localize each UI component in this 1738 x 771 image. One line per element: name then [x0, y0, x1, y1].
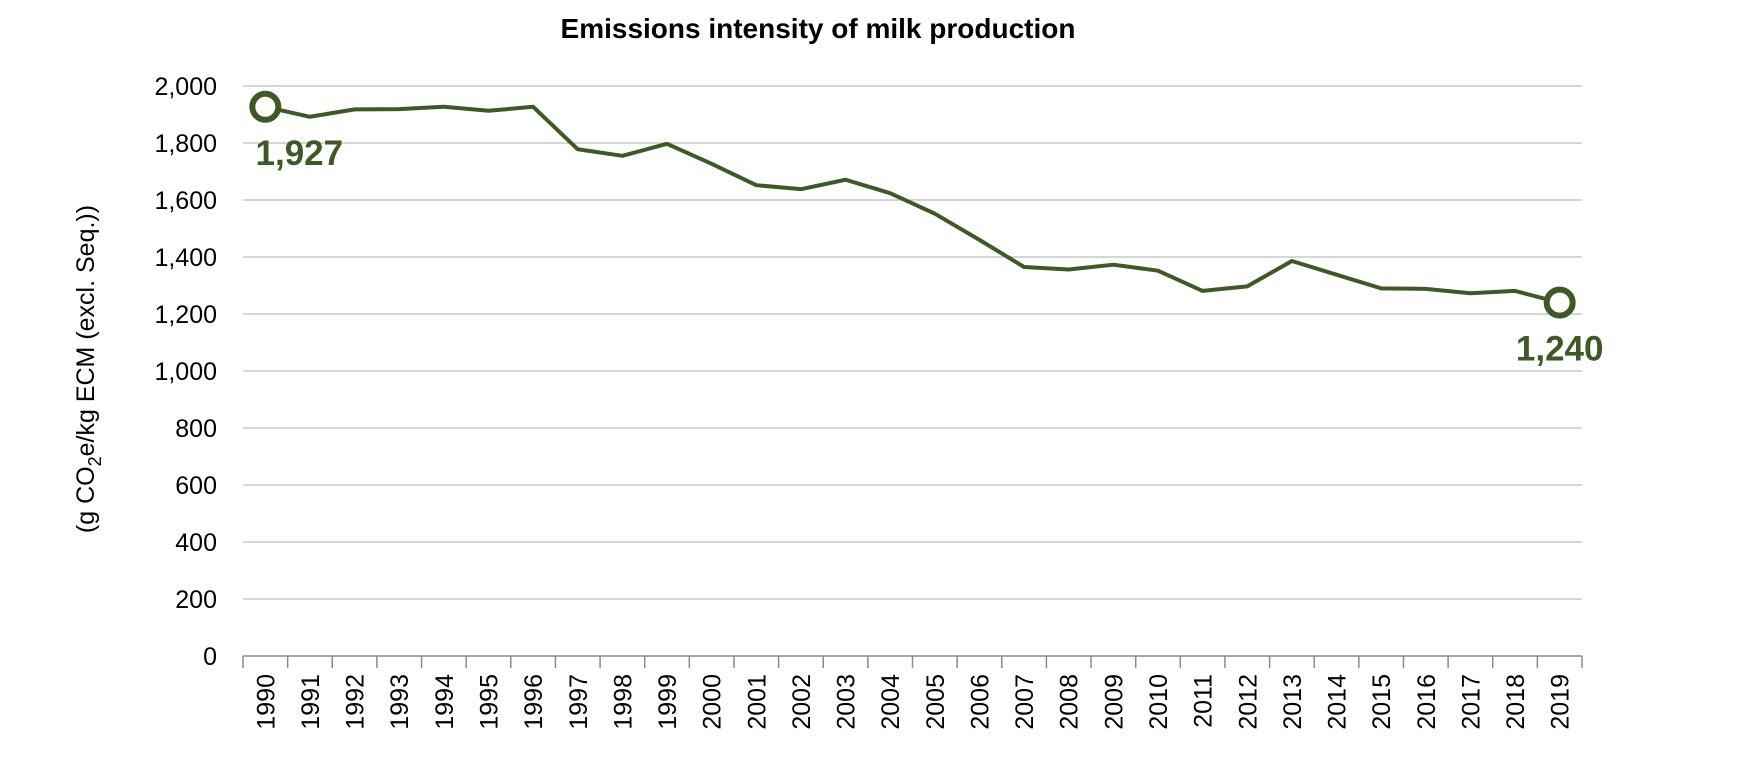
highlight-point-marker [249, 90, 282, 123]
y-tick-label: 1,600 [154, 187, 217, 215]
x-tick-label: 1998 [609, 674, 637, 730]
x-tick-label: 2001 [743, 674, 771, 730]
y-axis-label-subscript: 2 [85, 456, 105, 466]
x-tick-label: 1992 [342, 674, 370, 730]
x-tick-label: 1994 [431, 674, 459, 730]
x-tick-label: 2014 [1324, 674, 1352, 730]
x-tick-label: 2003 [833, 674, 861, 730]
y-tick-label: 1,200 [154, 301, 217, 329]
x-tick-label: 2019 [1547, 674, 1575, 730]
x-tick-label: 2002 [788, 674, 816, 730]
annotations: 1,927 1,240 [249, 90, 1604, 369]
x-tick-label: 2008 [1056, 674, 1084, 730]
x-tick-label: 2017 [1457, 674, 1485, 730]
x-tick-label: 1999 [654, 674, 682, 730]
y-axis-label-prefix: (g CO [72, 466, 100, 533]
y-tick-label: 1,000 [154, 358, 217, 386]
x-tick-label: 2016 [1413, 674, 1441, 730]
x-tick-labels: 1990 1991 1992 1993 1994 1995 1996 1997 1998 1999… [252, 674, 1574, 730]
x-tick-label: 2009 [1100, 674, 1128, 730]
x-tick-label: 1993 [386, 674, 414, 730]
axes [242, 655, 1583, 668]
x-tick-label: 2018 [1502, 674, 1530, 730]
x-tick-label: 2000 [699, 674, 727, 730]
chart-title: Emissions intensity of milk production [561, 13, 1076, 44]
y-axis-label: (g CO2e/kg ECM (excl. Seq.)) [72, 205, 105, 533]
x-tick-label: 2007 [1011, 674, 1039, 730]
y-tick-label: 1,800 [154, 130, 217, 158]
highlight-point-label: 1,240 [1516, 330, 1604, 369]
x-tick-label: 1990 [252, 674, 280, 730]
x-tick-label: 2006 [966, 674, 994, 730]
x-tick-label: 2012 [1234, 674, 1262, 730]
y-tick-labels: 0 200 400 600 800 1,000 1,200 1,400 1,600 1,800 2,… [154, 73, 217, 671]
series-line [263, 104, 1562, 305]
x-tick-label: 2010 [1145, 674, 1173, 730]
highlight-point-label: 1,927 [256, 134, 344, 173]
y-tick-label: 400 [175, 529, 217, 557]
y-tick-label: 200 [175, 586, 217, 614]
x-tick-label: 2015 [1368, 674, 1396, 730]
y-tick-label: 0 [203, 643, 217, 671]
highlight-point-marker [1543, 286, 1576, 319]
x-tick-label: 2004 [877, 674, 905, 730]
data-series [263, 104, 1562, 305]
y-tick-label: 2,000 [154, 73, 217, 101]
x-tick-label: 1991 [297, 674, 325, 730]
y-tick-label: 800 [175, 415, 217, 443]
x-tick-label: 2005 [922, 674, 950, 730]
y-axis-label-suffix: e/kg ECM (excl. Seq.)) [72, 205, 100, 456]
y-tick-label: 1,400 [154, 244, 217, 272]
x-tick-label: 1997 [565, 674, 593, 730]
x-tick-label: 2011 [1190, 674, 1218, 728]
x-tick-label: 1995 [475, 674, 503, 730]
x-tick-label: 1996 [520, 674, 548, 730]
gridlines [243, 85, 1582, 600]
x-tick-label: 2013 [1279, 674, 1307, 730]
y-tick-label: 600 [175, 472, 217, 500]
